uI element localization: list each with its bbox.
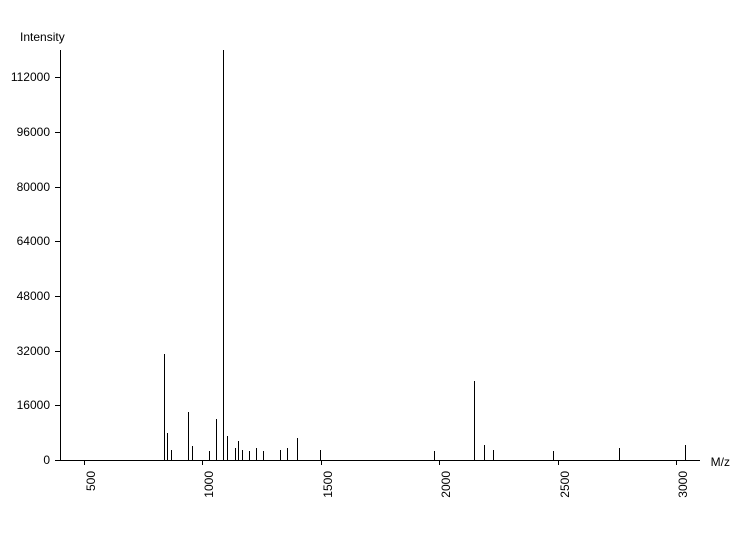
- spectrum-peak: [434, 451, 435, 460]
- mass-spectrum-chart: Intensity M/z 0 16000 32000 48000 64000 80000…: [0, 0, 750, 540]
- spectrum-peak: [256, 448, 257, 460]
- x-tick: [439, 460, 440, 465]
- spectrum-peak: [280, 450, 281, 460]
- spectrum-peak: [227, 436, 228, 460]
- spectrum-peak: [297, 438, 298, 460]
- spectrum-peak: [188, 412, 189, 460]
- y-tick: [55, 187, 60, 188]
- y-tick-label: 16000: [0, 398, 50, 412]
- spectrum-peak: [287, 448, 288, 460]
- spectrum-peak: [484, 445, 485, 460]
- y-tick: [55, 460, 60, 461]
- spectrum-peak: [249, 451, 250, 460]
- x-tick-label: 3000: [676, 471, 690, 521]
- spectrum-peak: [238, 441, 239, 460]
- x-tick: [321, 460, 322, 465]
- spectrum-peak: [167, 433, 168, 460]
- spectrum-peak: [685, 445, 686, 460]
- spectrum-peak: [192, 446, 193, 460]
- x-tick: [558, 460, 559, 465]
- y-tick: [55, 405, 60, 406]
- x-axis-label: M/z: [711, 455, 730, 469]
- y-tick: [55, 132, 60, 133]
- x-tick-label: 2000: [439, 471, 453, 521]
- spectrum-peak: [235, 448, 236, 460]
- spectrum-peak: [474, 381, 475, 460]
- spectrum-peak: [320, 450, 321, 460]
- y-tick-label: 112000: [0, 70, 50, 84]
- x-tick-label: 1000: [202, 471, 216, 521]
- spectrum-peak: [209, 451, 210, 460]
- y-tick-label: 48000: [0, 289, 50, 303]
- x-tick: [676, 460, 677, 465]
- y-axis-line: [60, 50, 61, 460]
- y-tick-label: 64000: [0, 234, 50, 248]
- y-tick: [55, 351, 60, 352]
- y-tick: [55, 241, 60, 242]
- y-tick-label: 96000: [0, 125, 50, 139]
- spectrum-peak: [171, 450, 172, 460]
- spectrum-peak: [493, 450, 494, 460]
- spectrum-peak: [263, 451, 264, 460]
- y-axis-label: Intensity: [20, 30, 65, 44]
- x-tick-label: 500: [84, 471, 98, 521]
- x-tick-label: 1500: [321, 471, 335, 521]
- x-tick: [202, 460, 203, 465]
- x-axis-line: [60, 460, 700, 461]
- spectrum-peak: [619, 448, 620, 460]
- spectrum-peak: [216, 419, 217, 460]
- spectrum-peak: [164, 354, 165, 460]
- y-tick: [55, 77, 60, 78]
- y-tick-label: 0: [0, 453, 50, 467]
- y-tick-label: 32000: [0, 344, 50, 358]
- y-tick-label: 80000: [0, 180, 50, 194]
- x-tick-label: 2500: [558, 471, 572, 521]
- spectrum-peak: [553, 451, 554, 460]
- spectrum-peak: [242, 450, 243, 460]
- y-tick: [55, 296, 60, 297]
- spectrum-peak: [223, 50, 224, 460]
- x-tick: [84, 460, 85, 465]
